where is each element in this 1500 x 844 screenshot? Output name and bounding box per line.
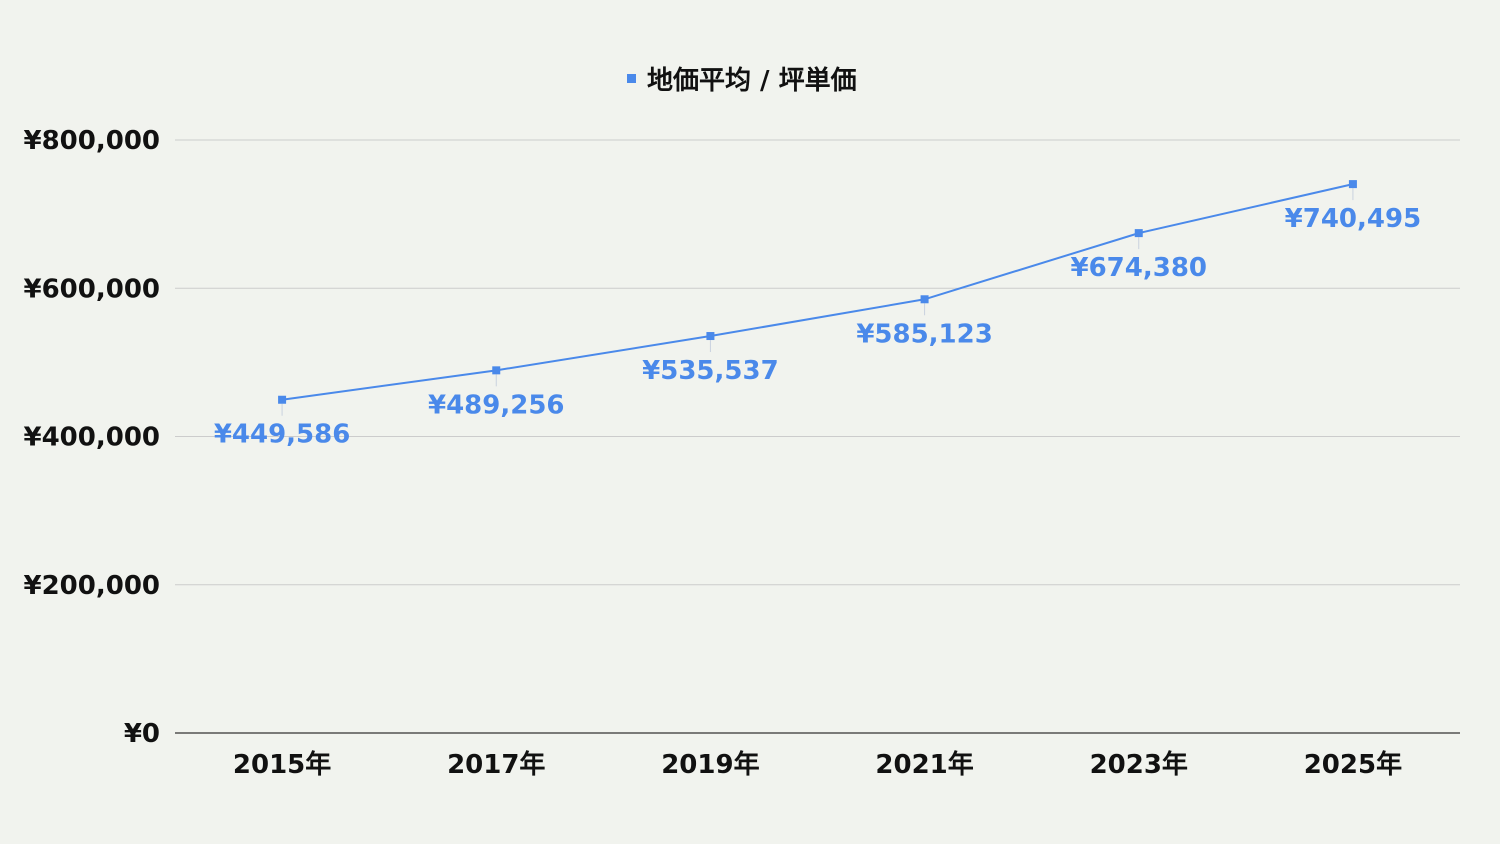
- data-point: [278, 395, 287, 404]
- x-tick-label: 2019年: [661, 749, 759, 780]
- data-points: [278, 180, 1357, 416]
- data-point: [920, 295, 929, 304]
- x-axis-tick-labels: 2015年 2017年 2019年 2021年 2023年 2025年: [233, 749, 1402, 780]
- legend: 地価平均 / 坪単価: [627, 66, 857, 96]
- data-point: [706, 332, 715, 341]
- data-label: ¥489,256: [428, 390, 565, 420]
- data-point: [1348, 180, 1357, 189]
- legend-label: 地価平均 / 坪単価: [647, 66, 857, 96]
- data-labels: ¥449,586 ¥489,256 ¥535,537 ¥585,123 ¥674,380…: [214, 204, 1421, 450]
- y-tick-label: ¥0: [124, 719, 160, 749]
- data-label: ¥449,586: [214, 420, 351, 450]
- legend-marker: [627, 74, 636, 83]
- y-tick-label: ¥800,000: [23, 126, 160, 156]
- data-point: [1134, 229, 1143, 238]
- data-label: ¥585,123: [856, 319, 993, 349]
- y-tick-label: ¥200,000: [23, 571, 160, 601]
- x-tick-label: 2025年: [1304, 749, 1402, 780]
- y-tick-label: ¥400,000: [23, 423, 160, 453]
- x-tick-label: 2015年: [233, 749, 331, 780]
- y-tick-label: ¥600,000: [23, 274, 160, 304]
- x-tick-label: 2023年: [1090, 749, 1188, 780]
- data-point: [492, 366, 501, 375]
- data-label: ¥740,495: [1285, 204, 1422, 234]
- series-line-group: [281, 183, 1354, 401]
- data-label: ¥535,537: [642, 356, 779, 386]
- series-line: [281, 183, 1354, 401]
- gridlines: [175, 139, 1460, 734]
- x-tick-label: 2021年: [875, 749, 973, 780]
- x-tick-label: 2017年: [447, 749, 545, 780]
- data-label: ¥674,380: [1070, 253, 1207, 283]
- y-axis-tick-labels: ¥0 ¥200,000 ¥400,000 ¥600,000 ¥800,000: [23, 126, 160, 749]
